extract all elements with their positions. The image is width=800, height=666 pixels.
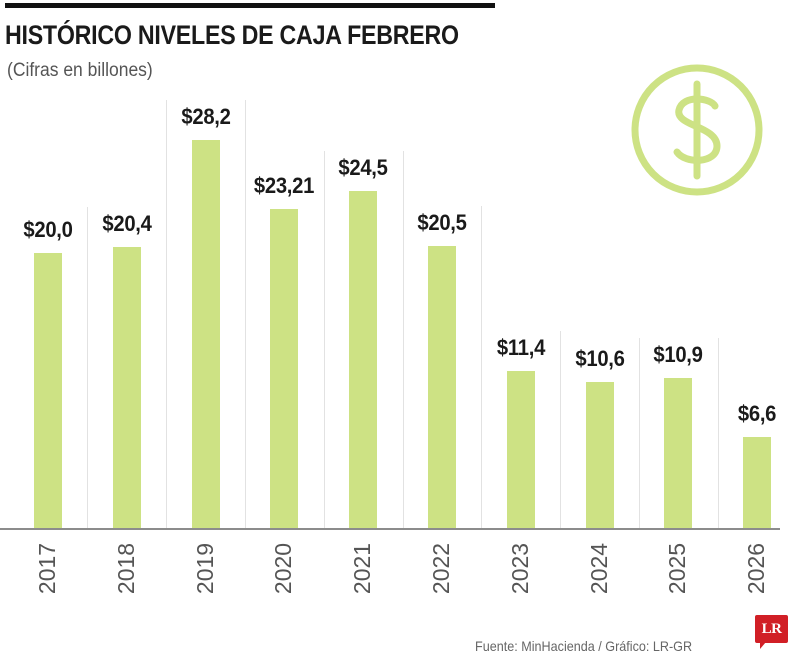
value-label: $24,5 <box>338 155 388 180</box>
column-divider <box>403 151 404 528</box>
column-divider <box>718 338 719 528</box>
column-divider <box>324 151 325 528</box>
dollar-coin-icon <box>631 64 763 196</box>
column-divider <box>481 206 482 528</box>
bar-2020 <box>270 209 298 528</box>
value-label: $11,4 <box>496 335 546 360</box>
column-divider <box>639 338 640 528</box>
bar-2019 <box>192 140 220 528</box>
column-divider <box>245 100 246 528</box>
x-tick-label: 2026 <box>743 542 770 595</box>
x-axis-baseline <box>0 528 780 530</box>
source-note: Fuente: MinHacienda / Gráfico: LR-GR <box>475 638 693 654</box>
column-divider <box>560 331 561 528</box>
value-label: $20,5 <box>417 210 467 235</box>
bar-2021 <box>349 191 377 528</box>
x-tick-label: 2024 <box>586 542 613 595</box>
x-tick-label: 2018 <box>113 542 140 595</box>
value-label: $20,4 <box>102 211 152 236</box>
x-tick-label: 2020 <box>270 542 297 595</box>
column-divider <box>166 100 167 528</box>
x-tick-label: 2021 <box>349 542 376 595</box>
value-label: $10,9 <box>653 342 703 367</box>
bar-2026 <box>743 437 771 528</box>
lr-logo-tail <box>760 642 766 649</box>
value-label: $6,6 <box>737 401 777 426</box>
value-label: $20,0 <box>23 217 73 242</box>
lr-logo: LR <box>755 615 788 643</box>
x-tick-label: 2025 <box>664 542 691 595</box>
bar-2017 <box>34 253 62 528</box>
bar-2025 <box>664 378 692 528</box>
bar-2018 <box>113 247 141 528</box>
x-tick-label: 2017 <box>34 542 61 595</box>
chart-title: HISTÓRICO NIVELES DE CAJA FEBRERO <box>5 20 459 50</box>
value-label: $10,6 <box>575 346 625 371</box>
bar-2023 <box>507 371 535 528</box>
value-label: $28,2 <box>181 104 231 129</box>
column-divider <box>87 207 88 528</box>
x-tick-label: 2019 <box>192 542 219 595</box>
value-label: $23,21 <box>253 173 315 198</box>
chart-subtitle: (Cifras en billones) <box>7 60 153 81</box>
bar-2024 <box>586 382 614 528</box>
x-tick-label: 2023 <box>507 542 534 595</box>
x-tick-label: 2022 <box>428 542 455 595</box>
title-rule <box>5 3 495 8</box>
bar-2022 <box>428 246 456 528</box>
